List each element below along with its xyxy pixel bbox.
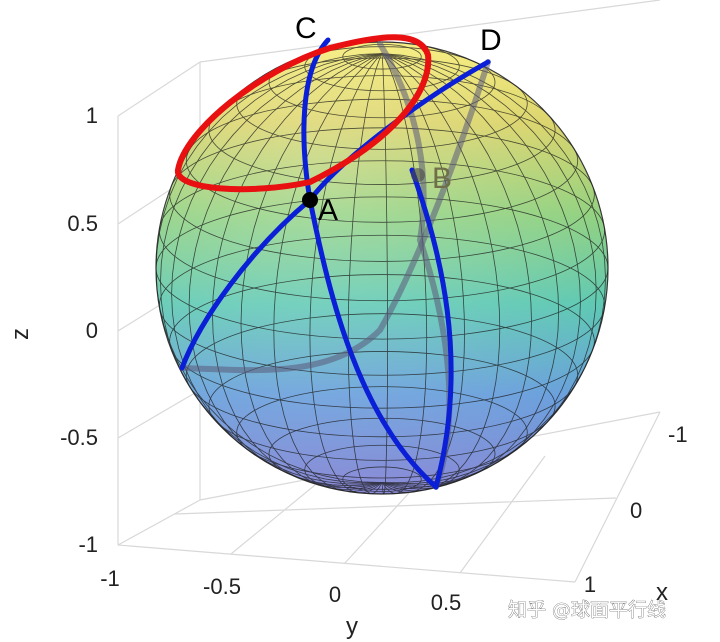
sphere-mesh (156, 42, 608, 494)
latitude-line (208, 351, 556, 461)
latitude-line (159, 160, 605, 302)
y-axis: -1 -0.5 0 0.5 1 y (100, 566, 596, 640)
longitude-line (381, 53, 532, 490)
x-axis-title: x (656, 579, 668, 606)
label-b: B (432, 162, 452, 195)
y-tick-neg0.5: -0.5 (203, 574, 241, 599)
latitude-line (185, 98, 579, 223)
y-tick-neg1: -1 (100, 566, 120, 591)
label-d: D (480, 24, 502, 57)
y-axis-title: y (346, 613, 358, 640)
x-tick-0: 0 (630, 498, 642, 523)
longitude-line (273, 53, 383, 492)
y-tick-0.5: 0.5 (431, 590, 462, 615)
x-axis: -1 0 x (630, 422, 688, 606)
y-tick-0: 0 (329, 582, 341, 607)
longitude-line (212, 53, 383, 488)
watermark: 知乎 @球面平行线 (508, 599, 666, 621)
sphere (155, 41, 609, 495)
great-circle-right-arc (409, 167, 454, 490)
longitude-line (171, 53, 383, 485)
latitude-line (169, 127, 595, 262)
hidden-great-circle-through-d (179, 59, 491, 374)
longitude-line (381, 53, 388, 494)
latitude-line (156, 196, 608, 340)
z-tick-0: 0 (86, 318, 98, 343)
latitude-line (208, 75, 556, 185)
label-a: A (318, 194, 338, 227)
points: A B C D (295, 12, 502, 227)
longitude-line (160, 53, 383, 484)
longitude-line (381, 53, 606, 484)
longitude-line (188, 53, 383, 487)
x-tick-neg1: -1 (668, 422, 688, 447)
longitude-line (381, 53, 465, 493)
longitude-line (381, 53, 560, 488)
great-circle-c-a (301, 37, 439, 490)
label-c: C (295, 12, 317, 45)
longitude-line (381, 53, 501, 492)
z-tick-0.5: 0.5 (67, 211, 98, 236)
z-axis-title: z (7, 328, 34, 340)
small-circle (175, 34, 432, 193)
z-axis: 1 0.5 0 -0.5 -1 z (7, 103, 98, 557)
z-tick-neg0.5: -0.5 (60, 425, 98, 450)
longitude-line (156, 53, 383, 483)
z-tick-neg1: -1 (78, 532, 98, 557)
latitude-line (236, 386, 528, 479)
y-tick-1: 1 (584, 572, 596, 597)
z-tick-1: 1 (86, 103, 98, 128)
point-b (411, 168, 425, 182)
point-a (302, 192, 318, 208)
longitude-line (240, 53, 383, 491)
longitude-line (381, 53, 581, 486)
